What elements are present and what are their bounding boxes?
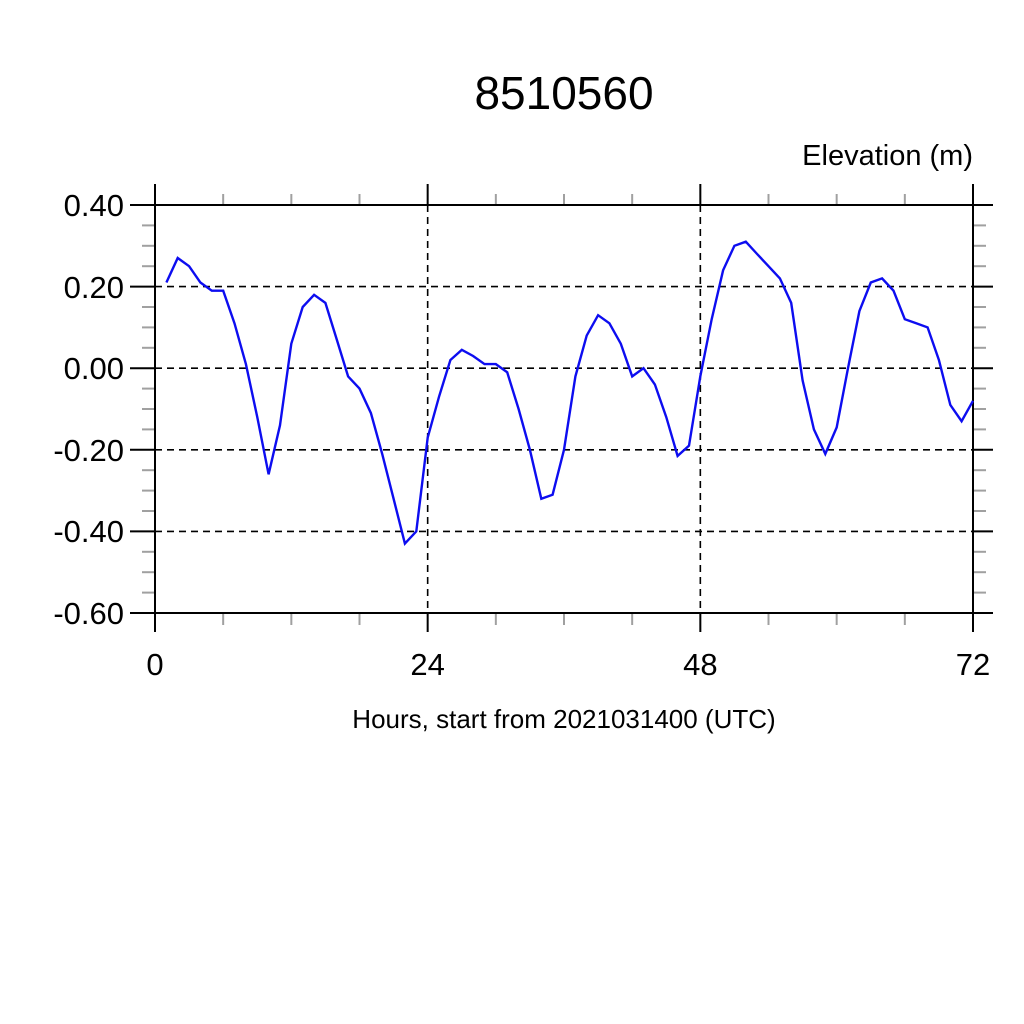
y-tick-label: -0.60 bbox=[53, 596, 124, 631]
x-tick-label: 48 bbox=[683, 647, 718, 682]
y-tick-label: 0.20 bbox=[63, 269, 124, 305]
x-tick-label: 24 bbox=[410, 647, 445, 682]
y-axis-title: Elevation (m) bbox=[802, 140, 973, 172]
chart-title: 8510560 bbox=[474, 67, 654, 119]
x-tick-label: 72 bbox=[955, 647, 991, 682]
y-tick-label: 0.00 bbox=[63, 351, 124, 387]
x-tick-label: 0 bbox=[146, 647, 164, 682]
plot-frame bbox=[154, 204, 974, 614]
y-tick-label: 0.40 bbox=[63, 188, 124, 223]
y-tick-label: -0.40 bbox=[53, 514, 124, 550]
elevation-line bbox=[165, 240, 975, 547]
y-tick-label: -0.20 bbox=[53, 432, 124, 468]
x-axis-title: Hours, start from 2021031400 (UTC) bbox=[352, 704, 776, 734]
